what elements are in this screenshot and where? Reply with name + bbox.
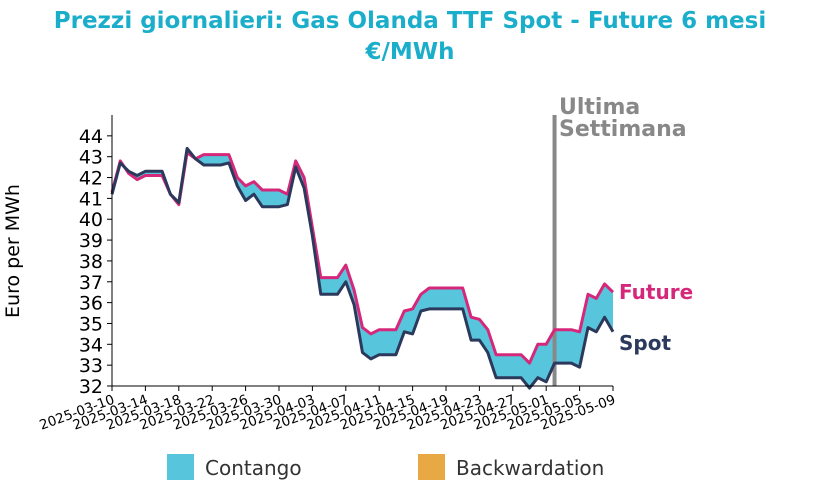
y-tick-label: 36 <box>79 293 103 315</box>
legend-label-backwardation: Backwardation <box>456 456 604 480</box>
y-tick-label: 40 <box>79 209 103 231</box>
series-lines <box>110 146 615 390</box>
y-tick-label: 35 <box>79 313 103 335</box>
annotation-line-1: Ultima <box>559 95 640 120</box>
series-end-label-future: Future <box>619 280 693 304</box>
y-tick-label: 44 <box>79 126 103 148</box>
y-tick-label: 43 <box>79 147 103 169</box>
y-tick-label: 42 <box>79 168 103 190</box>
y-tick-label: 39 <box>79 230 103 252</box>
axes <box>111 115 613 387</box>
chart-subtitle: €/MWh <box>364 39 454 65</box>
annotation-line-2: Settimana <box>559 117 687 142</box>
legend-swatch-contango <box>167 454 194 480</box>
legend: Contango Backwardation <box>167 454 604 480</box>
y-tick-label: 32 <box>79 376 103 398</box>
series-line-spot <box>110 146 615 390</box>
series-end-labels: Future Spot <box>619 280 693 355</box>
y-tick-label: 34 <box>79 334 103 356</box>
chart-title: Prezzi giornalieri: Gas Olanda TTF Spot … <box>54 8 766 34</box>
y-tick-label: 41 <box>79 188 103 210</box>
series-end-label-spot: Spot <box>619 331 671 355</box>
legend-label-contango: Contango <box>205 456 302 480</box>
y-tick-label: 38 <box>79 251 103 273</box>
y-tick-label: 33 <box>79 355 103 377</box>
legend-swatch-backwardation <box>418 454 445 480</box>
x-ticks: 2025-03-102025-03-142025-03-182025-03-22… <box>37 386 618 434</box>
y-tick-label: 37 <box>79 272 103 294</box>
y-axis-label: Euro per MWh <box>2 184 24 318</box>
